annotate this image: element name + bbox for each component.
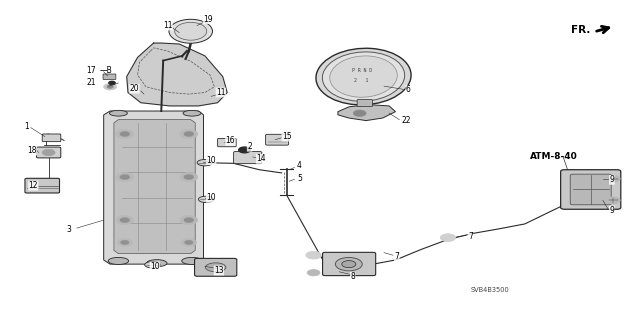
FancyBboxPatch shape (103, 74, 116, 79)
FancyBboxPatch shape (36, 147, 61, 158)
FancyBboxPatch shape (266, 134, 289, 145)
Text: 15: 15 (282, 132, 292, 141)
Text: 18: 18 (28, 146, 36, 155)
Circle shape (239, 147, 250, 153)
Circle shape (606, 197, 620, 204)
Circle shape (120, 218, 130, 223)
Ellipse shape (175, 22, 207, 40)
Text: 2   1: 2 1 (355, 78, 369, 83)
Circle shape (184, 218, 194, 223)
Ellipse shape (198, 196, 214, 203)
FancyBboxPatch shape (570, 174, 611, 205)
Circle shape (117, 239, 132, 246)
Circle shape (184, 131, 194, 137)
Circle shape (180, 216, 198, 225)
Text: 11: 11 (163, 21, 172, 30)
Circle shape (109, 81, 115, 85)
Circle shape (181, 239, 196, 246)
Ellipse shape (316, 48, 411, 105)
Ellipse shape (145, 262, 160, 268)
Text: 9: 9 (609, 175, 614, 184)
Text: 10: 10 (206, 156, 216, 165)
FancyBboxPatch shape (195, 258, 237, 276)
Text: 19: 19 (203, 15, 213, 24)
Ellipse shape (109, 110, 127, 116)
Text: 1: 1 (24, 122, 29, 130)
Circle shape (307, 270, 320, 276)
Ellipse shape (182, 257, 202, 264)
Polygon shape (104, 111, 204, 264)
Circle shape (184, 240, 193, 245)
Ellipse shape (205, 263, 226, 272)
Ellipse shape (108, 257, 129, 264)
Polygon shape (114, 120, 195, 254)
Ellipse shape (169, 19, 212, 43)
Circle shape (42, 149, 55, 156)
Circle shape (353, 110, 366, 116)
Circle shape (116, 173, 134, 182)
Polygon shape (127, 43, 227, 106)
Text: 20: 20 (129, 84, 140, 93)
Ellipse shape (197, 160, 212, 166)
Text: FR.: FR. (571, 25, 590, 35)
Circle shape (606, 175, 620, 182)
Text: 9: 9 (609, 206, 614, 215)
Text: 2: 2 (247, 142, 252, 151)
Circle shape (120, 240, 129, 245)
Circle shape (180, 130, 198, 138)
FancyBboxPatch shape (234, 152, 262, 164)
FancyBboxPatch shape (25, 178, 60, 193)
Text: ATM-8-40: ATM-8-40 (530, 152, 578, 161)
Ellipse shape (183, 110, 201, 116)
Circle shape (116, 216, 134, 225)
FancyBboxPatch shape (561, 170, 621, 209)
Circle shape (107, 85, 113, 88)
Text: 17: 17 (86, 66, 96, 75)
Text: 12: 12 (29, 181, 38, 190)
Circle shape (184, 174, 194, 180)
Circle shape (104, 84, 116, 90)
Text: 10: 10 (150, 262, 160, 271)
Circle shape (180, 173, 198, 182)
Text: 3: 3 (67, 225, 72, 234)
Circle shape (306, 251, 321, 259)
Text: 10: 10 (206, 193, 216, 202)
Polygon shape (338, 105, 396, 121)
Text: 21: 21 (86, 78, 96, 87)
Text: 8: 8 (350, 272, 355, 281)
Text: 5: 5 (297, 174, 302, 183)
Text: 4: 4 (297, 161, 302, 170)
Text: 11: 11 (216, 88, 225, 97)
FancyBboxPatch shape (323, 252, 376, 276)
Text: —B: —B (99, 66, 112, 75)
Text: 6: 6 (406, 85, 411, 94)
Text: 14: 14 (256, 154, 266, 163)
Text: 7: 7 (394, 252, 399, 261)
FancyBboxPatch shape (357, 100, 372, 107)
Ellipse shape (335, 257, 362, 271)
Circle shape (440, 234, 456, 241)
Circle shape (116, 130, 134, 138)
FancyBboxPatch shape (42, 134, 61, 142)
Text: 16: 16 (225, 137, 236, 145)
Text: 22: 22 (401, 116, 410, 125)
Text: SVB4B3500: SVB4B3500 (470, 287, 509, 293)
FancyBboxPatch shape (218, 138, 236, 147)
Circle shape (120, 174, 130, 180)
Text: 7: 7 (468, 232, 473, 241)
Ellipse shape (342, 261, 356, 268)
Text: 13: 13 (214, 266, 224, 275)
Ellipse shape (323, 52, 404, 101)
Circle shape (120, 131, 130, 137)
Ellipse shape (330, 56, 397, 97)
Ellipse shape (147, 260, 167, 267)
Text: P R N D: P R N D (351, 68, 372, 73)
